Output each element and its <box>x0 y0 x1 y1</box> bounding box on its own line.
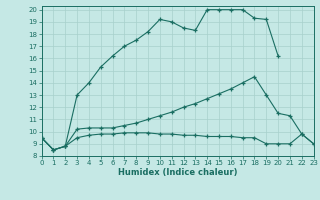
X-axis label: Humidex (Indice chaleur): Humidex (Indice chaleur) <box>118 168 237 177</box>
